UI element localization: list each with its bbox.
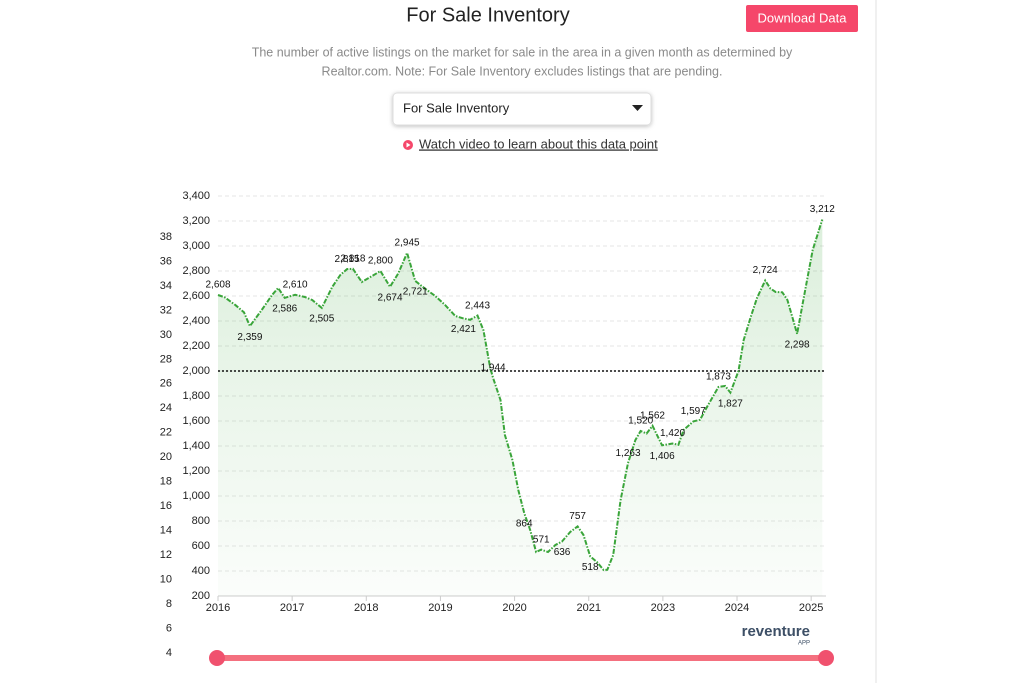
line — [217, 219, 824, 572]
slider-handle[interactable] — [818, 650, 834, 666]
data-label: 1,406 — [650, 451, 675, 462]
data-label: 2,359 — [237, 332, 262, 343]
y2-tick-label: 24 — [160, 402, 172, 414]
dropdown-label: For Sale Inventory — [403, 100, 510, 115]
data-label: 2,818 — [340, 253, 365, 264]
data-label: 636 — [554, 547, 571, 558]
data-label: 757 — [569, 511, 586, 522]
dropdown[interactable]: For Sale Inventory — [392, 92, 652, 126]
x-tick-label: 2016 — [206, 602, 230, 614]
subtitle: Realtor.com. Note: For Sale Inventory ex… — [322, 64, 723, 78]
y2-tick-label: 14 — [160, 525, 172, 537]
y2-tick-label: 18 — [160, 476, 172, 488]
y2-tick-label: 22 — [160, 427, 172, 439]
button-bg — [746, 5, 858, 32]
data-label: 2,608 — [205, 280, 230, 291]
y2-tick-label: 10 — [160, 573, 172, 585]
x-tick-label: 2020 — [502, 602, 526, 614]
x-tick-label: 2021 — [576, 602, 600, 614]
y2-tick-label: 4 — [166, 647, 172, 659]
data-label: 1,520 — [628, 416, 653, 427]
button-label: Download Data — [758, 10, 848, 25]
y-tick-label: 2,600 — [182, 290, 210, 302]
y-tick-label: 200 — [192, 590, 210, 602]
y-tick-label: 400 — [192, 565, 210, 577]
data-label: 2,421 — [451, 324, 476, 335]
link-text: Watch video to learn about this data poi… — [419, 136, 658, 151]
data-label: 3,212 — [810, 204, 835, 215]
data-label: 2,945 — [395, 238, 420, 249]
y-tick-label: 1,600 — [182, 415, 210, 427]
x-tick-label: 2025 — [799, 602, 823, 614]
data-label: 1,562 — [640, 410, 665, 421]
y-tick-label: 3,200 — [182, 215, 210, 227]
y-tick-label: 2,200 — [182, 340, 210, 352]
slider-handle[interactable] — [209, 650, 225, 666]
y2-tick-label: 34 — [160, 280, 172, 292]
area — [218, 219, 823, 596]
play-triangle — [406, 142, 411, 148]
y2-tick-label: 30 — [160, 329, 172, 341]
y-tick-label: 2,000 — [182, 365, 210, 377]
y2-tick-label: 36 — [160, 255, 172, 267]
logo: reventure — [742, 623, 810, 640]
video-link[interactable]: Watch video to learn about this data poi… — [403, 136, 658, 151]
data-label: 2,505 — [309, 314, 334, 325]
data-label: 2,721 — [403, 287, 428, 298]
y2-tick-label: 20 — [160, 451, 172, 463]
x-tick-label: 2019 — [428, 602, 452, 614]
data-label: 2,800 — [368, 256, 393, 267]
y-tick-label: 800 — [192, 515, 210, 527]
y2-tick-label: 8 — [166, 598, 172, 610]
data-label: 518 — [582, 562, 599, 573]
y2-tick-label: 12 — [160, 549, 172, 561]
data-label: 1,597 — [681, 406, 706, 417]
range-slider[interactable] — [209, 650, 834, 666]
x-tick-label: 2024 — [725, 602, 749, 614]
data-label: 2,674 — [378, 292, 403, 303]
x-tick-label: 2018 — [354, 602, 378, 614]
data-label: 1,827 — [718, 398, 743, 409]
dropdown-arrow — [632, 105, 643, 111]
y-tick-label: 3,400 — [182, 190, 210, 202]
y-tick-label: 1,400 — [182, 440, 210, 452]
y-tick-label: 3,000 — [182, 240, 210, 252]
download-button[interactable]: Download Data — [746, 5, 858, 32]
data-label: 1,263 — [616, 448, 641, 459]
x-tick-label: 2023 — [651, 602, 675, 614]
data-label: 2,815 — [334, 254, 359, 265]
y-tick-label: 2,400 — [182, 315, 210, 327]
data-label: 864 — [516, 519, 533, 530]
plot: 200 400 600 800 1,000 1,200 1,400 1,600 1,800 2,0… — [160, 190, 835, 659]
y-tick-label: 2,800 — [182, 265, 210, 277]
data-label: 1,420 — [660, 428, 685, 439]
x-tick-label: 2017 — [280, 602, 304, 614]
subtitle: The number of active listings on the mar… — [252, 45, 793, 59]
data-label: 2,724 — [753, 265, 778, 276]
y-tick-label: 1,000 — [182, 490, 210, 502]
data-label: 571 — [533, 534, 550, 545]
data-label: 1,873 — [706, 372, 731, 383]
y-tick-label: 600 — [192, 540, 210, 552]
logo-tag: APP — [798, 641, 810, 647]
data-label: 2,443 — [465, 300, 490, 311]
y2-tick-label: 6 — [166, 622, 172, 634]
y-tick-label: 1,800 — [182, 390, 210, 402]
data-label: 1,944 — [481, 363, 506, 374]
y2-tick-label: 26 — [160, 378, 172, 390]
y2-tick-label: 28 — [160, 353, 172, 365]
dropdown-box — [392, 92, 652, 126]
y2-tick-label: 32 — [160, 304, 172, 316]
data-label: 2,586 — [272, 303, 297, 314]
y2-tick-label: 16 — [160, 500, 172, 512]
data-label: 2,298 — [785, 339, 810, 350]
data-label: 2,610 — [283, 279, 308, 290]
title: For Sale Inventory — [406, 4, 569, 26]
y2-tick-label: 38 — [160, 231, 172, 243]
y-tick-label: 1,200 — [182, 465, 210, 477]
